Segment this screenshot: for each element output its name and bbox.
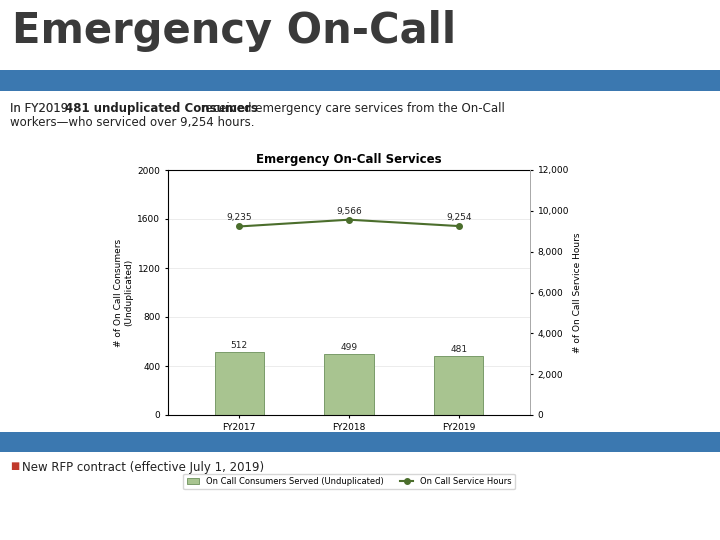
Text: In FY2019, 481 unduplicated Consumers: In FY2019, 481 unduplicated Consumers bbox=[10, 102, 249, 115]
Text: 499: 499 bbox=[341, 343, 358, 352]
Text: FY2019 | Number of Served: FY2019 | Number of Served bbox=[10, 74, 192, 87]
Y-axis label: # of On Call Consumers
(Unduplicated): # of On Call Consumers (Unduplicated) bbox=[114, 239, 133, 347]
Bar bbox=[324, 354, 374, 415]
Text: New Updates: New Updates bbox=[10, 435, 98, 449]
Text: In FY2019,: In FY2019, bbox=[10, 102, 76, 115]
Text: 9,566: 9,566 bbox=[336, 207, 362, 215]
Text: workers—who serviced over 9,254 hours.: workers—who serviced over 9,254 hours. bbox=[10, 116, 254, 129]
Text: 9,235: 9,235 bbox=[227, 213, 252, 222]
Legend: On Call Consumers Served (Unduplicated), On Call Service Hours: On Call Consumers Served (Unduplicated),… bbox=[184, 474, 515, 489]
Title: Emergency On-Call Services: Emergency On-Call Services bbox=[256, 153, 442, 166]
Text: New RFP contract (effective July 1, 2019): New RFP contract (effective July 1, 2019… bbox=[22, 461, 264, 474]
Text: In FY2019,: In FY2019, bbox=[10, 102, 76, 115]
Text: 481 unduplicated Consumers: 481 unduplicated Consumers bbox=[65, 102, 258, 115]
Text: 512: 512 bbox=[230, 341, 248, 350]
Bar bbox=[434, 356, 483, 415]
Bar bbox=[215, 352, 264, 415]
Text: received emergency care services from the On-Call: received emergency care services from th… bbox=[197, 102, 505, 115]
Text: 481: 481 bbox=[450, 345, 467, 354]
Bar bbox=[0, 432, 720, 452]
Bar bbox=[0, 70, 720, 91]
Text: Emergency On-Call: Emergency On-Call bbox=[12, 10, 456, 52]
Y-axis label: # of On Call Service Hours: # of On Call Service Hours bbox=[573, 232, 582, 353]
Text: 9,254: 9,254 bbox=[446, 213, 472, 222]
Text: ■: ■ bbox=[10, 461, 19, 471]
